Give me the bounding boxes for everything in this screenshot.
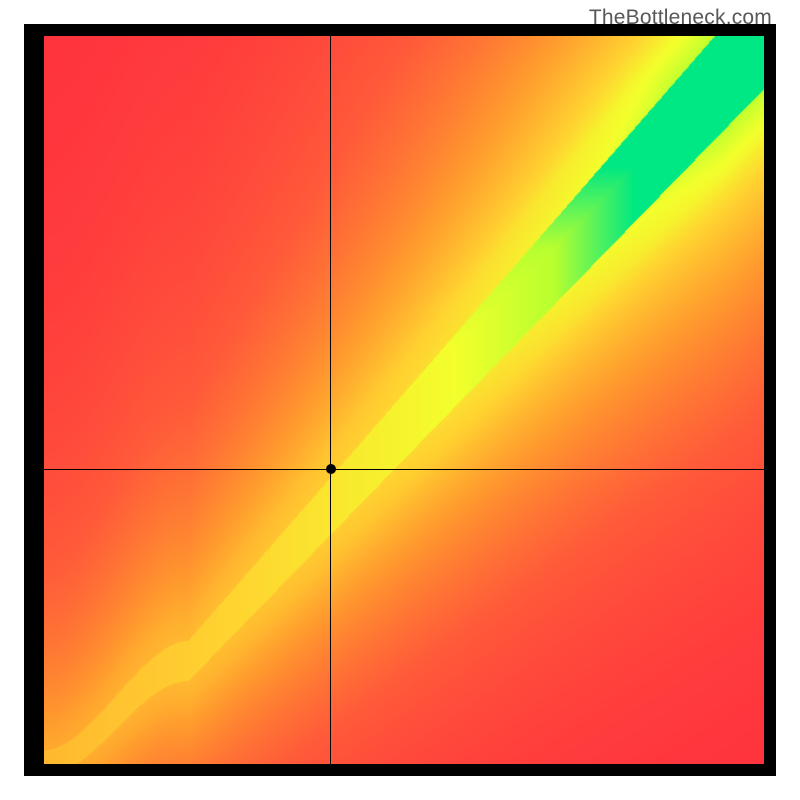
crosshair-dot (326, 464, 336, 474)
watermark-text: TheBottleneck.com (589, 6, 772, 30)
chart-container: TheBottleneck.com (0, 0, 800, 800)
heatmap-canvas (44, 36, 764, 764)
crosshair-vertical (330, 36, 331, 764)
crosshair-horizontal (44, 469, 764, 470)
